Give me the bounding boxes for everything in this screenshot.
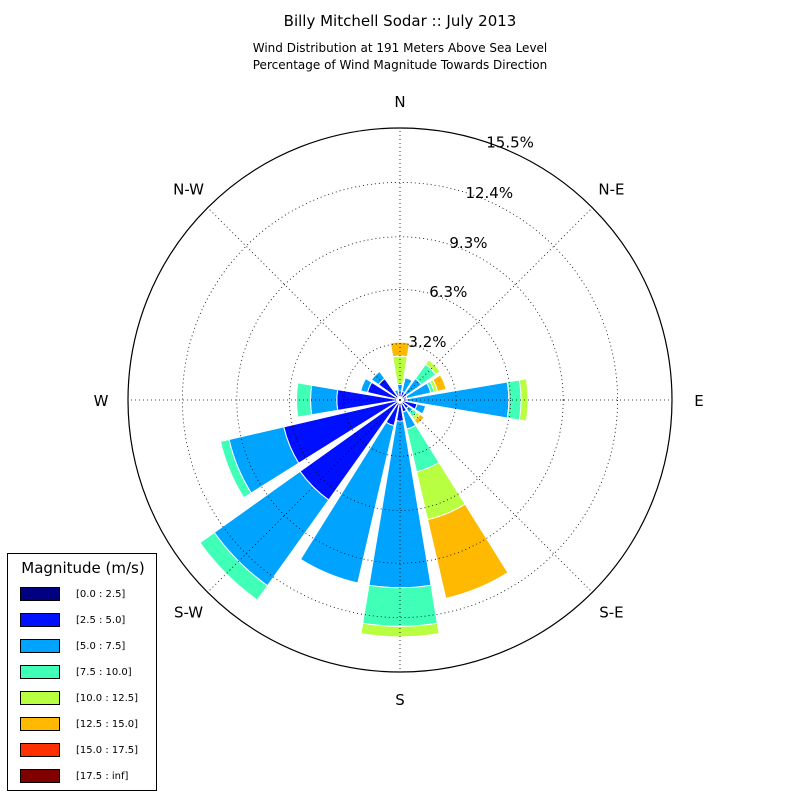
wind-bar-dir90-bin4 bbox=[518, 378, 529, 422]
legend-swatch bbox=[20, 691, 60, 705]
wind-rose-bars bbox=[199, 341, 529, 638]
wind-bar-dir45-bin4 bbox=[424, 359, 441, 376]
direction-label: N bbox=[394, 93, 405, 111]
legend-label: [0.0 : 2.5] bbox=[76, 589, 126, 600]
wind-bar-dir270-bin3 bbox=[296, 382, 313, 418]
legend-swatch bbox=[20, 639, 60, 653]
legend-label: [12.5 : 15.0] bbox=[76, 719, 139, 730]
direction-label: N-W bbox=[173, 181, 204, 199]
wind-bar-dir202.5-bin2 bbox=[299, 421, 395, 584]
chart-subtitle-line2: Percentage of Wind Magnitude Towards Dir… bbox=[252, 58, 548, 72]
direction-label: S bbox=[395, 691, 405, 709]
wind-bar-dir337.5-bin2 bbox=[393, 389, 400, 398]
legend-swatch bbox=[20, 613, 60, 627]
chart-title: Billy Mitchell Sodar :: July 2013 bbox=[283, 12, 517, 30]
radial-tick-label: 6.3% bbox=[429, 283, 467, 301]
wind-bar-dir315-bin2 bbox=[370, 370, 386, 386]
radial-tick-label: 15.5% bbox=[486, 134, 534, 152]
legend: Magnitude (m/s) [0.0 : 2.5] [2.5 : 5.0] [5… bbox=[7, 553, 157, 791]
wind-bar-dir157.5-bin5 bbox=[427, 503, 509, 599]
chart-subtitle-line1: Wind Distribution at 191 Meters Above Se… bbox=[252, 41, 548, 55]
legend-label: [2.5 : 5.0] bbox=[76, 615, 126, 626]
polar-labels: 3.2% 6.3% 9.3% 12.4% 15.5% N N-E E S-E S S-W W N-W bbox=[94, 93, 704, 709]
direction-label: S-W bbox=[174, 603, 203, 621]
outer-circle bbox=[127, 127, 673, 673]
legend-title: Magnitude (m/s) bbox=[21, 559, 145, 577]
wind-bar-dir180-bin4 bbox=[360, 622, 440, 638]
legend-swatch bbox=[20, 665, 60, 679]
legend-label: [17.5 : inf] bbox=[76, 771, 129, 782]
legend-label: [10.0 : 12.5] bbox=[76, 693, 139, 704]
legend-swatch bbox=[20, 769, 60, 783]
legend-swatch bbox=[20, 587, 60, 601]
grid-circle bbox=[236, 236, 564, 564]
radial-tick-label: 12.4% bbox=[465, 184, 513, 202]
wind-bar-dir0-bin5 bbox=[389, 341, 411, 358]
legend-label: [15.0 : 17.5] bbox=[76, 745, 139, 756]
grid-circle bbox=[181, 181, 619, 619]
wind-bar-dir292.5-bin2 bbox=[360, 377, 373, 394]
legend-swatch bbox=[20, 717, 60, 731]
direction-label: N-E bbox=[598, 181, 624, 199]
direction-label: S-E bbox=[599, 603, 623, 621]
wind-bar-dir67.5-bin5 bbox=[432, 374, 447, 392]
wind-bar-dir90-bin3 bbox=[506, 379, 522, 421]
wind-bar-dir135-bin5 bbox=[413, 413, 425, 425]
grid-circle bbox=[289, 289, 511, 511]
wind-bar-dir112.5-bin2 bbox=[414, 403, 427, 415]
wind-bar-dir247.5-bin3 bbox=[219, 438, 252, 499]
wind-bar-dir270-bin2 bbox=[310, 384, 339, 416]
direction-label: W bbox=[94, 392, 109, 410]
legend-label: [5.0 : 7.5] bbox=[76, 641, 126, 652]
legend-swatch bbox=[20, 743, 60, 757]
grid-spoke bbox=[399, 207, 593, 401]
wind-bar-dir22.5-bin2 bbox=[401, 377, 413, 394]
wind-bar-dir225-bin3 bbox=[199, 531, 269, 601]
legend-label: [7.5 : 10.0] bbox=[76, 667, 132, 678]
grid-spoke bbox=[207, 207, 401, 401]
direction-label: E bbox=[694, 392, 703, 410]
radial-tick-label: 3.2% bbox=[408, 333, 446, 351]
radial-tick-label: 9.3% bbox=[449, 234, 487, 252]
polar-grid bbox=[127, 127, 673, 673]
